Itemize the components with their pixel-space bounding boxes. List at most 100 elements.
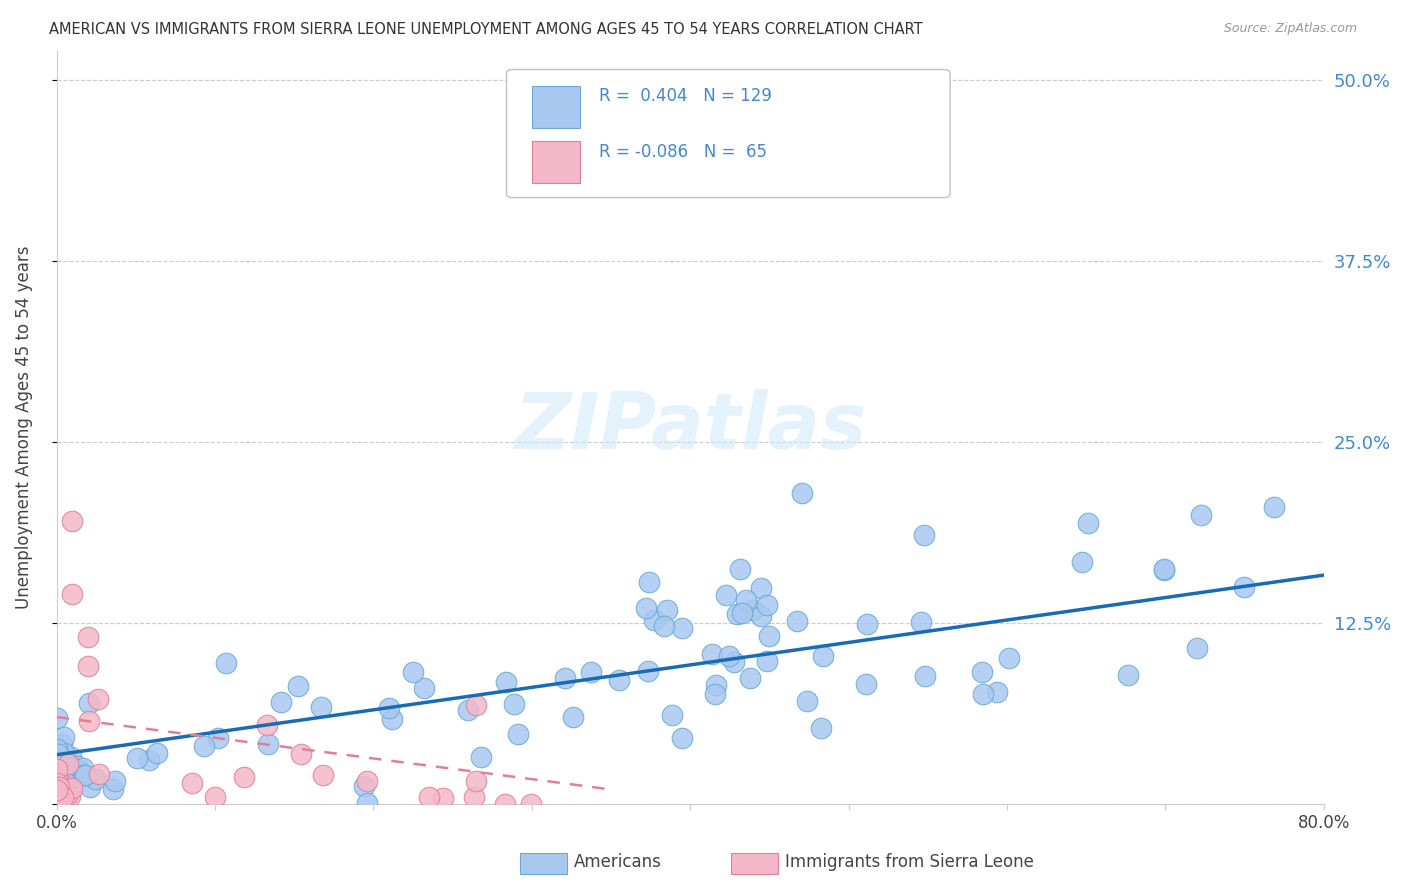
- Point: [46, 762, 69, 776]
- Point: [45, 783, 67, 797]
- Point: [138, 754, 160, 768]
- Point: [104, 773, 127, 788]
- Point: [45, 780, 67, 795]
- Point: [356, 774, 378, 789]
- Point: [735, 593, 758, 607]
- Point: [287, 679, 309, 693]
- Point: [972, 665, 994, 679]
- Point: [1153, 563, 1175, 577]
- Point: [45, 779, 67, 793]
- Point: [749, 581, 772, 595]
- Point: [654, 619, 676, 633]
- Point: [704, 678, 727, 692]
- Point: [101, 781, 124, 796]
- Point: [46, 782, 69, 797]
- Point: [1233, 580, 1256, 594]
- Text: AMERICAN VS IMMIGRANTS FROM SIERRA LEONE UNEMPLOYMENT AMONG AGES 45 TO 54 YEARS : AMERICAN VS IMMIGRANTS FROM SIERRA LEONE…: [49, 22, 922, 37]
- Point: [48, 780, 70, 795]
- Point: [55, 777, 77, 791]
- Point: [48, 783, 70, 797]
- Text: R =  0.404   N = 129: R = 0.404 N = 129: [599, 87, 772, 105]
- Point: [46, 774, 69, 789]
- Point: [45, 772, 67, 787]
- Text: Americans: Americans: [574, 853, 661, 871]
- Point: [53, 746, 76, 760]
- Point: [49, 786, 72, 800]
- Point: [353, 780, 375, 794]
- Point: [508, 726, 530, 740]
- Point: [636, 601, 658, 615]
- Point: [796, 694, 818, 708]
- Point: [73, 768, 96, 782]
- Point: [855, 676, 877, 690]
- Point: [127, 751, 149, 765]
- Point: [45, 741, 67, 756]
- Point: [46, 789, 69, 804]
- Point: [671, 731, 693, 746]
- Point: [378, 701, 401, 715]
- Point: [48, 780, 70, 794]
- Point: [257, 737, 280, 751]
- FancyBboxPatch shape: [506, 70, 950, 197]
- Point: [48, 782, 70, 797]
- Point: [53, 779, 76, 793]
- Point: [495, 675, 517, 690]
- Point: [581, 665, 603, 679]
- Point: [463, 789, 485, 804]
- Point: [637, 664, 659, 678]
- Point: [717, 648, 740, 663]
- Point: [145, 746, 167, 760]
- Point: [51, 754, 73, 768]
- Text: ZIPatlas: ZIPatlas: [515, 389, 866, 466]
- Point: [46, 781, 69, 796]
- Point: [723, 655, 745, 669]
- Point: [998, 651, 1021, 665]
- Point: [49, 789, 72, 803]
- Point: [700, 648, 723, 662]
- Point: [465, 773, 488, 788]
- Point: [756, 598, 779, 612]
- Point: [731, 606, 754, 620]
- Point: [67, 764, 90, 778]
- Point: [290, 747, 312, 761]
- Bar: [531, 87, 581, 128]
- Point: [214, 657, 236, 671]
- Point: [45, 782, 67, 797]
- Point: [79, 780, 101, 795]
- Point: [53, 730, 76, 744]
- Point: [1116, 668, 1139, 682]
- Point: [46, 787, 69, 801]
- Point: [46, 744, 69, 758]
- Point: [401, 665, 423, 679]
- Point: [432, 791, 454, 805]
- Point: [53, 778, 76, 792]
- Point: [45, 783, 67, 797]
- Point: [46, 786, 69, 800]
- Point: [46, 781, 69, 796]
- Point: [46, 788, 69, 802]
- Point: [52, 789, 75, 804]
- Point: [755, 654, 778, 668]
- Point: [554, 671, 576, 685]
- Point: [77, 659, 100, 673]
- Point: [45, 766, 67, 780]
- Point: [45, 779, 67, 793]
- Point: [1153, 562, 1175, 576]
- Point: [637, 574, 659, 589]
- Point: [45, 711, 67, 725]
- Point: [75, 768, 97, 782]
- Point: [45, 784, 67, 798]
- Point: [749, 609, 772, 624]
- Point: [52, 788, 75, 802]
- Point: [48, 776, 70, 790]
- Point: [62, 587, 84, 601]
- Point: [45, 789, 67, 803]
- Point: [1185, 640, 1208, 655]
- Point: [207, 731, 229, 745]
- Point: [45, 779, 67, 793]
- Point: [87, 692, 110, 706]
- Point: [48, 781, 70, 796]
- Point: [1189, 508, 1212, 523]
- Point: [45, 789, 67, 804]
- Point: [910, 615, 932, 629]
